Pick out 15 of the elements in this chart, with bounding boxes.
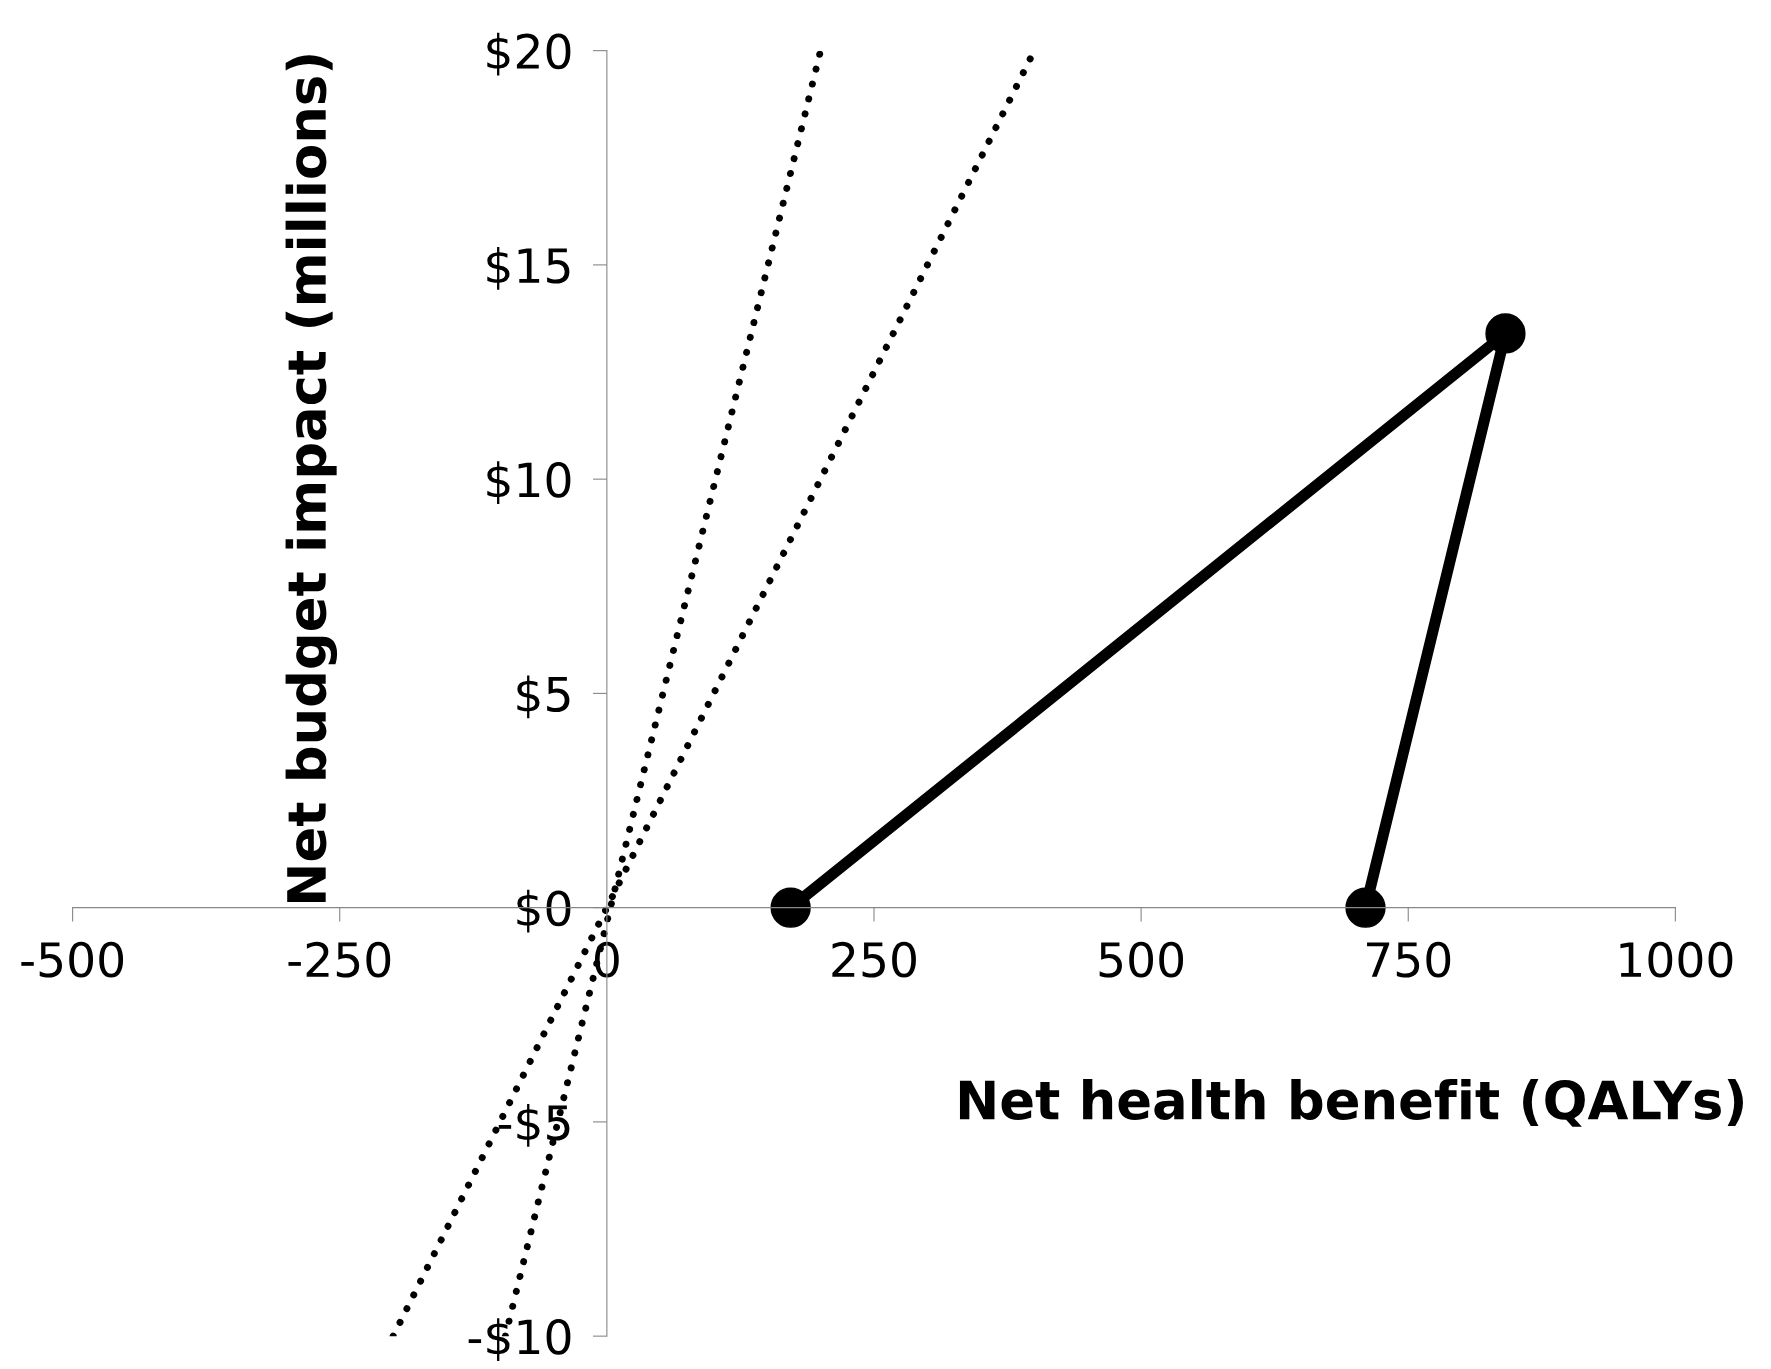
y-tick-label: -$5 [498, 1103, 570, 1147]
y-tick-label: $10 [487, 461, 571, 505]
x-tick-label: 750 [1367, 941, 1451, 978]
y-tick-label: $15 [487, 246, 570, 290]
x-axis-title: Net health benefit (QALYs) [959, 1079, 1743, 1127]
y-tick-label: $5 [517, 675, 570, 719]
y-tick-label: $0 [517, 889, 571, 933]
x-tick-label: -500 [21, 941, 124, 978]
x-tick-label: -250 [288, 941, 391, 978]
y-tick-label: -$10 [468, 1318, 571, 1362]
y-tick-label: $20 [487, 32, 571, 76]
x-tick-label: 250 [832, 941, 916, 978]
y-axis-title: Net budget impact (millions) [285, 55, 338, 902]
x-tick-label: 1000 [1620, 941, 1733, 978]
x-tick-label: 500 [1099, 941, 1184, 978]
